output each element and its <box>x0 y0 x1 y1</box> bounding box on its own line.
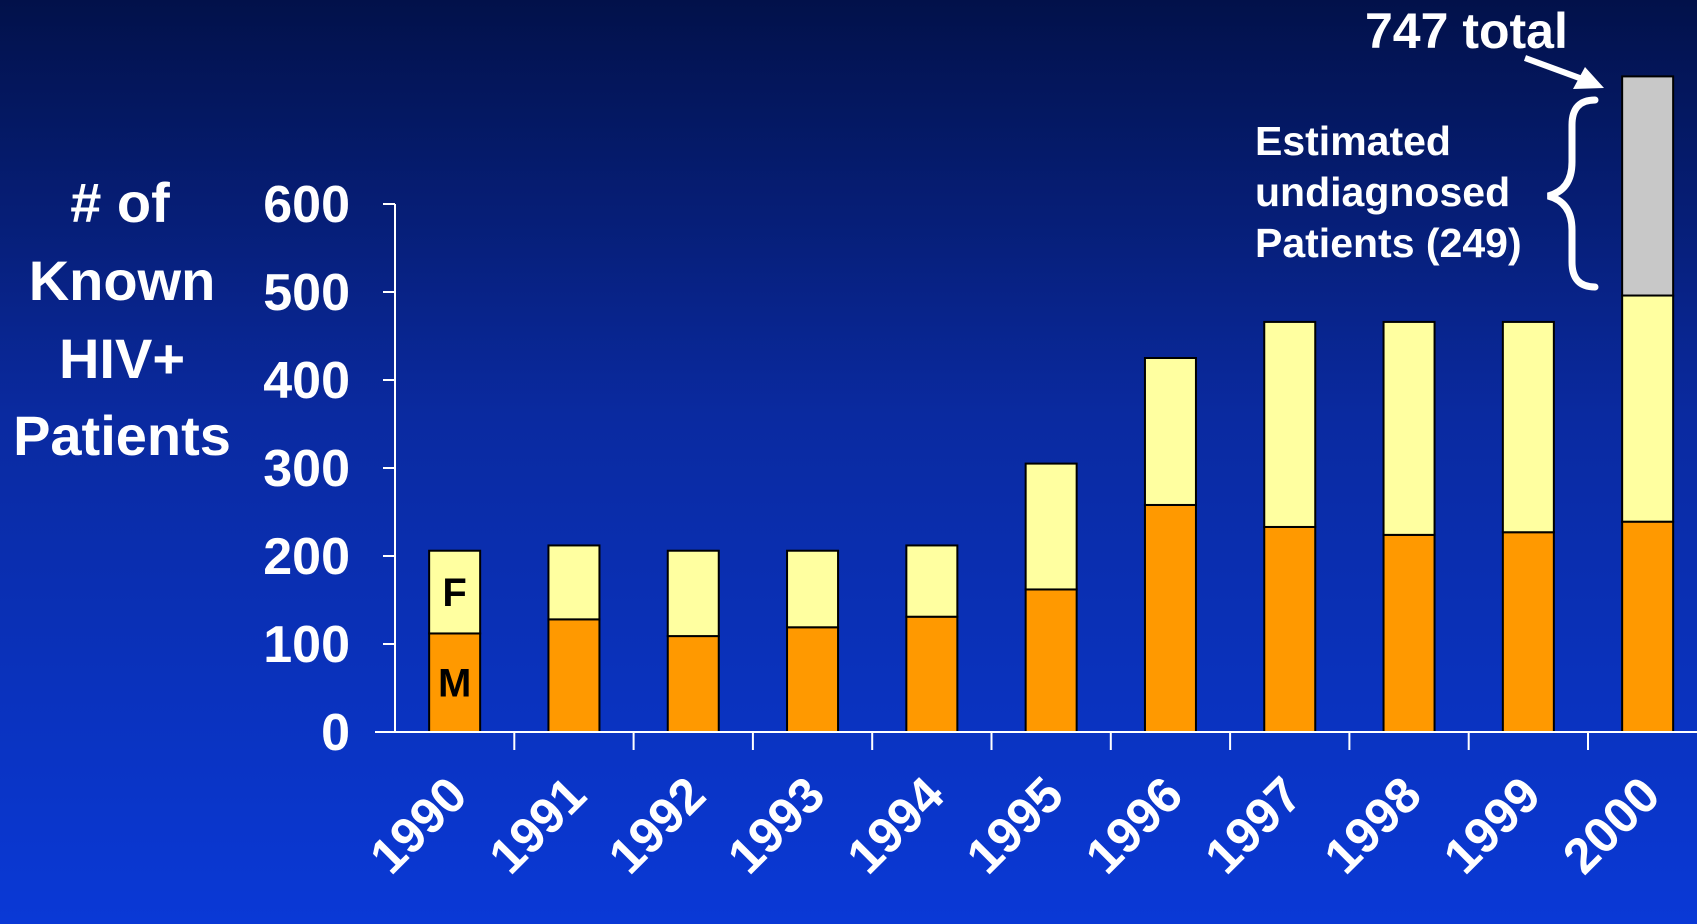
undiagnosed-annotation: Estimated undiagnosed Patients (249) <box>1255 96 1599 291</box>
bar-segment <box>547 618 601 733</box>
y-tick-label: 600 <box>263 176 350 234</box>
total-label: 747 total <box>1365 3 1568 59</box>
y-tick-label: 400 <box>263 352 350 410</box>
bar-segment <box>666 549 720 638</box>
x-tick-label: 2000 <box>1552 766 1670 884</box>
bar-segment <box>1382 320 1436 536</box>
y-axis-label-line: Patients <box>13 404 231 467</box>
y-axis-label: # of Known HIV+ Patients <box>13 171 231 467</box>
y-tick-label: 500 <box>263 264 350 322</box>
bar-segment <box>1501 531 1555 733</box>
bar-segment <box>786 549 840 629</box>
x-tick-label: 1991 <box>478 766 596 884</box>
y-axis-ticks: 0 100 200 300 400 500 600 <box>263 176 395 762</box>
bars-group: MF <box>428 75 1675 734</box>
bar-segment <box>1501 320 1555 534</box>
y-tick-label: 200 <box>263 528 350 586</box>
total-arrow-icon <box>1523 55 1604 89</box>
bar-segment <box>1143 503 1197 733</box>
bar-segment <box>1621 75 1675 297</box>
x-tick-label: 1993 <box>717 766 835 884</box>
bar-segment <box>786 626 840 734</box>
bar-segment <box>1263 525 1317 734</box>
x-tick-label: 1990 <box>359 766 477 884</box>
bar-segment <box>1621 520 1675 733</box>
x-tick-label: 1998 <box>1314 766 1432 884</box>
annotation-line: Patients (249) <box>1255 220 1522 266</box>
bar-segment <box>1024 462 1078 591</box>
y-tick-label: 0 <box>321 704 350 762</box>
y-axis-label-line: HIV+ <box>59 327 185 390</box>
male-segment-label: M <box>438 662 471 706</box>
x-tick-label: 1996 <box>1075 766 1193 884</box>
bar-segment <box>1621 294 1675 523</box>
annotation-line: Estimated <box>1255 118 1451 164</box>
bar-segment <box>1382 533 1436 733</box>
x-axis-ticks: 1990 1991 1992 1993 1994 1995 1996 1997 1998 1999… <box>359 732 1670 884</box>
bar-segment <box>905 544 959 618</box>
bar-segment <box>547 544 601 621</box>
y-tick-label: 300 <box>263 440 350 498</box>
x-tick-label: 1999 <box>1433 766 1551 884</box>
x-tick-label: 1992 <box>598 766 716 884</box>
curly-brace-icon <box>1546 96 1599 291</box>
x-tick-label: 1997 <box>1194 766 1312 884</box>
x-tick-label: 1994 <box>836 766 954 884</box>
bar-segment <box>905 615 959 733</box>
bar-segment <box>1263 320 1317 528</box>
female-segment-label: F <box>442 571 466 615</box>
y-tick-label: 100 <box>263 616 350 674</box>
bar-segment <box>1143 357 1197 506</box>
bar-segment <box>666 635 720 734</box>
bar-segment <box>1024 588 1078 733</box>
y-axis-label-line: Known <box>29 249 216 312</box>
bar-segment <box>428 549 482 635</box>
x-tick-label: 1995 <box>956 766 1074 884</box>
annotation-line: undiagnosed <box>1255 169 1510 215</box>
y-axis-label-line: # of <box>70 171 170 234</box>
